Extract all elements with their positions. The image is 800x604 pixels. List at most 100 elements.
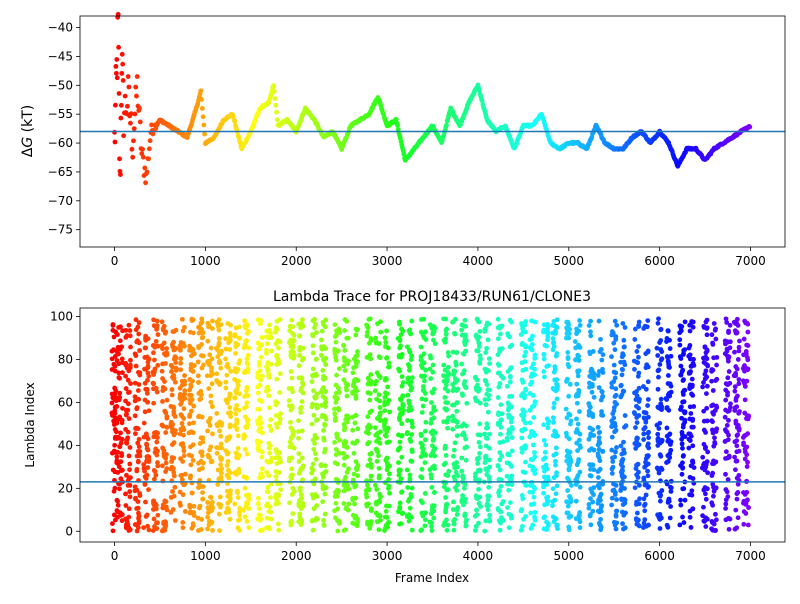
delta-g-x-tick-label: 4000 bbox=[463, 254, 494, 268]
lambda-point bbox=[664, 522, 670, 528]
lambda-point bbox=[341, 342, 346, 348]
lambda-point bbox=[645, 441, 651, 447]
lambda-point bbox=[376, 465, 382, 471]
lambda-point bbox=[217, 380, 222, 386]
lambda-point bbox=[723, 517, 729, 523]
lambda-point bbox=[710, 388, 716, 393]
delta-g-x-tick-label: 2000 bbox=[281, 254, 312, 268]
lambda-point bbox=[432, 489, 437, 495]
lambda-point bbox=[645, 430, 651, 436]
lambda-point bbox=[169, 455, 175, 460]
lambda-point bbox=[551, 340, 556, 346]
lambda-point bbox=[123, 503, 129, 508]
lambda-point bbox=[136, 396, 142, 402]
lambda-point bbox=[382, 408, 388, 414]
lambda-point bbox=[733, 330, 739, 336]
lambda-point bbox=[681, 377, 686, 383]
lambda-point bbox=[723, 316, 729, 322]
lambda-point bbox=[154, 326, 160, 332]
lambda-point bbox=[443, 328, 449, 333]
delta-g-x-ticks: 0 1000 2000 3000 4000 5000 6000 7000 bbox=[111, 247, 766, 268]
lambda-point bbox=[178, 473, 184, 478]
lambda-point bbox=[378, 319, 383, 325]
lambda-point bbox=[588, 486, 594, 492]
lambda-point bbox=[552, 497, 558, 503]
lambda-point bbox=[430, 437, 436, 443]
lambda-point bbox=[179, 316, 185, 322]
lambda-point bbox=[187, 510, 193, 516]
lambda-point bbox=[519, 445, 525, 451]
lambda-point bbox=[151, 400, 157, 406]
lambda-point bbox=[636, 385, 642, 391]
lambda-point bbox=[667, 515, 673, 521]
lambda-point bbox=[736, 377, 742, 382]
lambda-point bbox=[297, 347, 302, 353]
lambda-point bbox=[654, 345, 660, 351]
lambda-point bbox=[163, 460, 169, 466]
lambda-point bbox=[530, 442, 536, 448]
lambda-point bbox=[486, 484, 492, 490]
lambda-point bbox=[266, 393, 272, 399]
lambda-point bbox=[127, 461, 133, 467]
lambda-point bbox=[126, 389, 132, 395]
lambda-point bbox=[246, 492, 252, 498]
lambda-point bbox=[208, 393, 214, 399]
delta-g-point bbox=[118, 172, 123, 178]
delta-g-point bbox=[274, 109, 279, 115]
lambda-point bbox=[485, 337, 491, 343]
lambda-point bbox=[296, 435, 301, 441]
lambda-point bbox=[353, 332, 359, 338]
lambda-point bbox=[367, 451, 373, 457]
lambda-point bbox=[189, 408, 194, 414]
lambda-point bbox=[407, 349, 413, 355]
lambda-point bbox=[172, 484, 178, 490]
lambda-point bbox=[507, 500, 513, 506]
lambda-point bbox=[680, 486, 686, 492]
lambda-point bbox=[278, 411, 283, 416]
lambda-point bbox=[110, 327, 116, 333]
lambda-point bbox=[702, 344, 708, 350]
lambda-point bbox=[268, 459, 274, 464]
lambda-point bbox=[245, 366, 251, 372]
lambda-point bbox=[136, 451, 142, 457]
lambda-point bbox=[384, 429, 390, 435]
lambda-point bbox=[341, 450, 346, 456]
lambda-point bbox=[367, 410, 373, 415]
lambda-point bbox=[450, 453, 456, 459]
lambda-point bbox=[487, 464, 492, 470]
lambda-point bbox=[619, 497, 625, 503]
lambda-point bbox=[454, 507, 460, 513]
lambda-point bbox=[428, 410, 434, 416]
lambda-point bbox=[658, 357, 664, 363]
lambda-point bbox=[454, 408, 460, 414]
lambda-point bbox=[550, 503, 555, 509]
lambda-point bbox=[563, 406, 569, 412]
lambda-point bbox=[744, 378, 750, 384]
lambda-point bbox=[112, 485, 118, 491]
lambda-point bbox=[255, 406, 261, 412]
lambda-point bbox=[233, 450, 239, 456]
lambda-point bbox=[476, 486, 481, 492]
delta-g-axes-frame bbox=[79, 15, 786, 248]
lambda-point bbox=[576, 387, 582, 393]
lambda-point bbox=[451, 386, 457, 391]
lambda-point bbox=[744, 464, 750, 470]
lambda-point bbox=[588, 333, 594, 339]
lambda-point bbox=[153, 472, 159, 478]
lambda-point bbox=[731, 319, 737, 325]
lambda-point bbox=[208, 399, 214, 405]
lambda-point bbox=[187, 502, 193, 508]
lambda-point bbox=[135, 369, 141, 375]
lambda-point bbox=[344, 454, 350, 460]
lambda-point bbox=[152, 366, 158, 372]
lambda-point bbox=[432, 407, 438, 413]
lambda-point bbox=[421, 384, 426, 389]
lambda-point bbox=[541, 490, 546, 496]
lambda-point bbox=[266, 445, 272, 451]
delta-g-point bbox=[134, 93, 139, 99]
lambda-point bbox=[277, 390, 283, 395]
lambda-point bbox=[664, 460, 669, 465]
lambda-point bbox=[154, 439, 160, 445]
lambda-point bbox=[422, 517, 428, 523]
lambda-point bbox=[135, 388, 141, 393]
